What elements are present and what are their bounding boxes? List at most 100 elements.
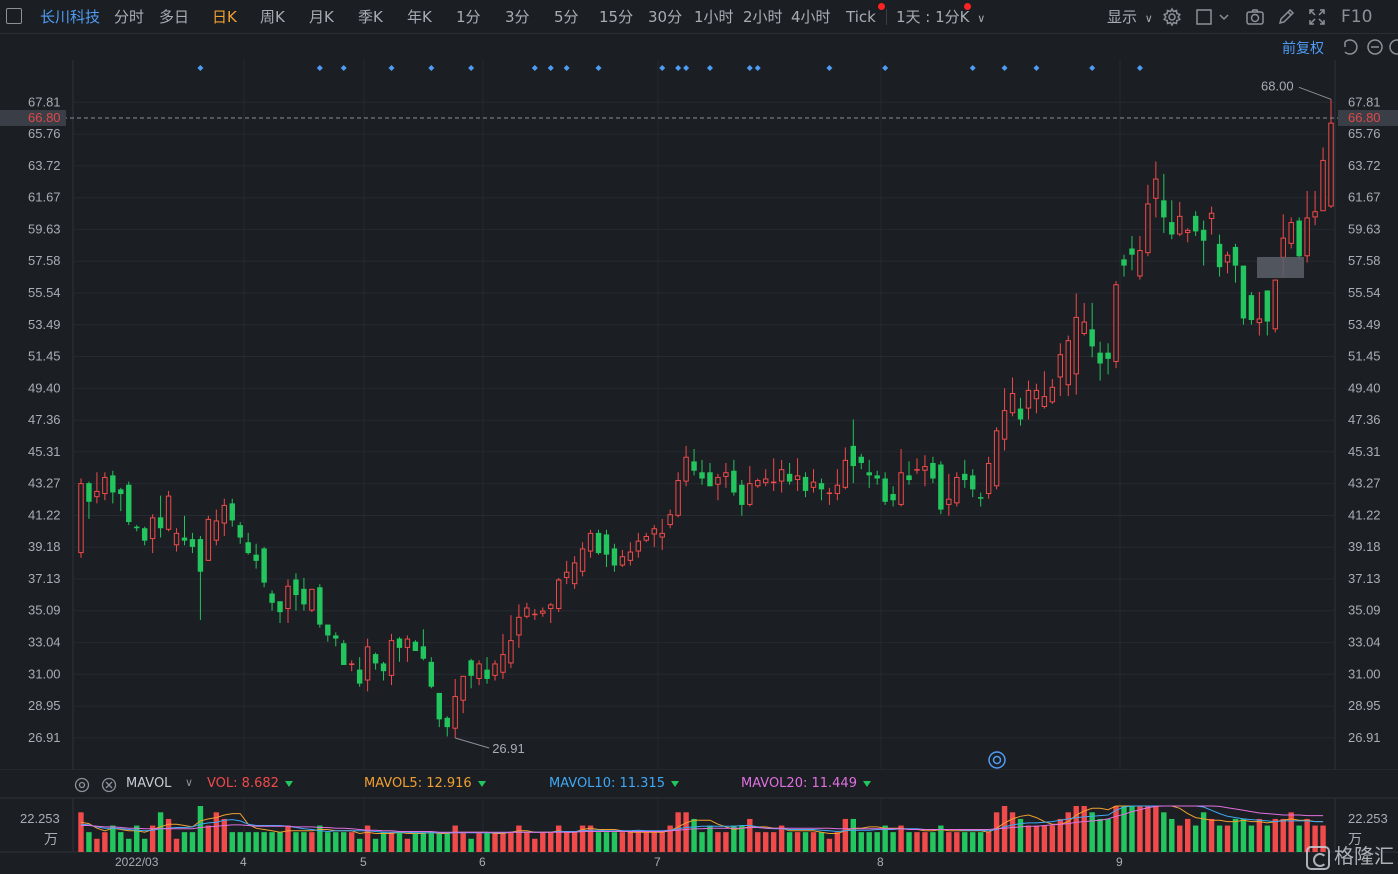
tab-2hour[interactable]: 2小时 [743,8,783,26]
event-marker [746,65,753,71]
volume-bar [412,832,419,852]
price-tick-label-right: 41.22 [1348,507,1381,522]
chevron-down-icon[interactable]: ∨ [185,776,194,789]
tab-15min[interactable]: 15分 [599,8,634,26]
camera-icon[interactable] [1245,7,1265,27]
volume-indicator-select[interactable]: MAVOL [126,776,171,791]
volume-bar [1288,812,1294,852]
price-tick-label-right: 47.36 [1348,412,1381,427]
display-menu[interactable]: 显示 ∨ [1107,0,1153,34]
price-adjust-select[interactable]: 前复权 [1282,41,1324,57]
candle [293,573,299,611]
candle-body [460,675,466,701]
tab-weekly-k[interactable]: 周K [260,8,285,26]
chevron-down-icon[interactable] [1214,7,1229,27]
candle-body [802,476,809,491]
panel-toggle-icon[interactable] [6,8,22,24]
candle [1113,281,1119,369]
candle-body [548,604,554,610]
volume-bar [1153,806,1159,852]
candle-body [571,562,578,585]
price-tick-label-right: 63.72 [1348,158,1381,173]
volume-bar [1280,818,1286,852]
tab-1min[interactable]: 1分 [456,8,481,26]
tab-4hour[interactable]: 4小时 [791,8,831,26]
at-icon[interactable] [988,751,1006,769]
tab-timeshare[interactable]: 分时 [114,8,145,26]
candle-body [277,601,283,613]
volume-bar [571,832,578,852]
event-marker [547,65,554,71]
candle [579,542,586,577]
tab-daily-k[interactable]: 日K [212,8,237,26]
candle [603,529,610,568]
volume-bar [954,832,960,852]
tab-yearly-k[interactable]: 年K [407,8,432,26]
candle [1153,161,1159,218]
candle [834,469,841,501]
undo-icon[interactable] [1341,38,1359,56]
volume-bar [587,825,594,852]
triangle-down-icon [670,780,679,787]
candle [731,459,737,496]
event-marker [531,65,538,71]
f10-button[interactable]: F10 [1341,7,1373,27]
candle [492,660,498,681]
tab-tick[interactable]: Tick [846,8,876,26]
candle-body [484,669,490,679]
volume-bar [356,838,363,852]
multi-period-select[interactable]: 1天 : 1分K ∨ [896,0,985,34]
tab-multi-day[interactable]: 多日 [159,8,190,26]
candle-body [1169,222,1175,235]
candle-body [954,476,960,504]
price-tick-label-left: 45.31 [28,444,61,459]
candle-body [977,497,984,499]
candle-body [213,520,220,541]
volume-bar [476,832,482,852]
volume-bar [1041,825,1048,852]
candle [1224,251,1231,274]
volume-bar [1025,825,1032,852]
candle [699,459,705,485]
candle-body [468,660,474,676]
volume-bar [237,832,243,852]
candle-body [683,456,689,482]
volume-bar [452,825,458,852]
tab-3min[interactable]: 3分 [505,8,530,26]
event-marker [388,65,395,71]
tab-5min[interactable]: 5分 [554,8,579,26]
tab-monthly-k[interactable]: 月K [309,8,334,26]
x-axis-label: 5 [360,855,367,869]
candle-body [110,475,116,493]
candle [1320,147,1326,212]
volume-bar [747,818,753,852]
gear-icon[interactable] [73,776,91,794]
candle [189,532,196,554]
gear-icon[interactable] [1162,7,1182,27]
candle-body [1328,122,1334,207]
tab-quarterly-k[interactable]: 季K [358,8,383,26]
candle-body [1089,329,1095,347]
candle-body [1312,211,1318,218]
candle-body [715,476,721,485]
close-circle-icon[interactable] [100,776,118,794]
candle-body [86,483,92,502]
tab-1hour[interactable]: 1小时 [694,8,734,26]
event-marker [197,65,204,71]
fullscreen-icon[interactable] [1307,7,1327,27]
mavol5-label: MAVOL5: [364,776,423,791]
volume-chart[interactable]: 22.253 万 22.253 万 2022/03 4 5 6 7 8 9 [0,770,1398,874]
candlestick-chart[interactable]: 67.81 67.81 65.76 65.76 63.72 63.72 61.67 61.67… [0,60,1398,770]
volume-bar [149,825,156,852]
candle [532,609,538,620]
close-circle-icon[interactable] [1388,38,1398,56]
candle [922,455,928,487]
pencil-icon[interactable] [1276,7,1296,27]
candle-body [1161,200,1167,218]
tab-30min[interactable]: 30分 [648,8,683,26]
candle [197,535,204,620]
square-icon[interactable] [1194,7,1214,27]
candle [86,481,92,519]
stock-name[interactable]: 长川科技 [40,8,101,26]
minus-circle-icon[interactable] [1366,38,1384,56]
